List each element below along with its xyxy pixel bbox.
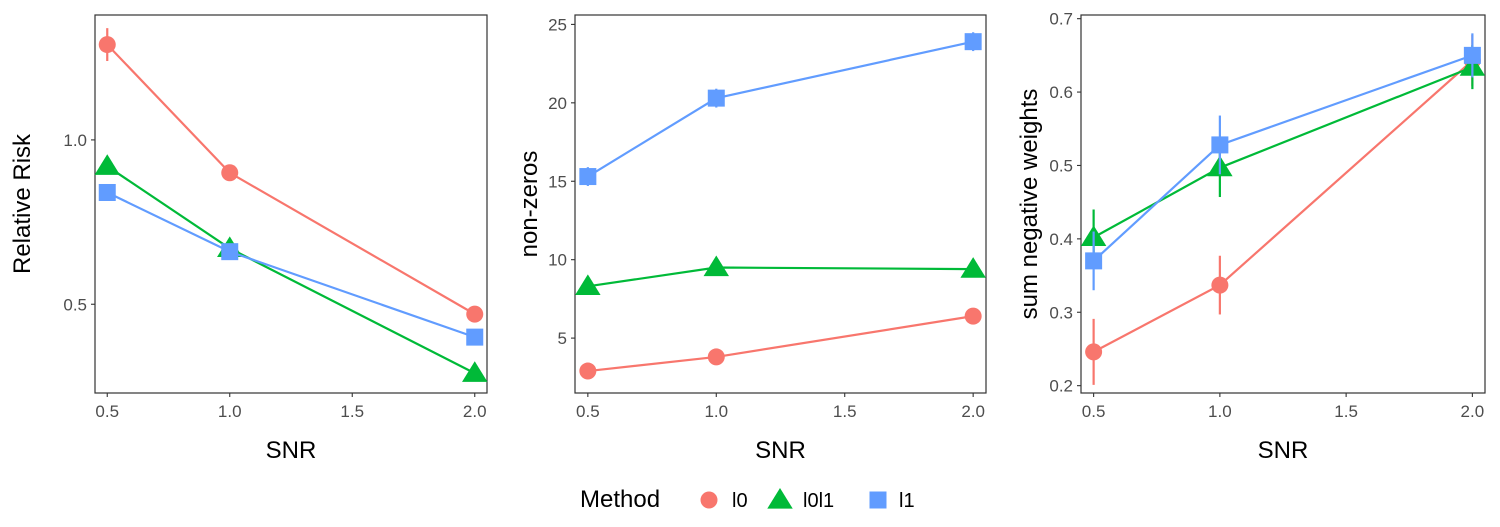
y-tick-label: 25 bbox=[548, 15, 567, 34]
y-tick-label: 0.2 bbox=[1049, 377, 1073, 396]
y-tick-label: 0.5 bbox=[63, 295, 87, 314]
data-point-l1 bbox=[1211, 136, 1229, 154]
series-line-l1 bbox=[587, 40, 974, 178]
data-point-l1 bbox=[1085, 252, 1103, 270]
y-tick-label: 0.7 bbox=[1049, 10, 1073, 29]
data-point-l0l1 bbox=[703, 255, 730, 277]
series-l0l1 bbox=[575, 255, 986, 295]
x-tick-label: 1.5 bbox=[340, 402, 364, 421]
data-point-l1 bbox=[98, 183, 116, 201]
series-l0 bbox=[1085, 34, 1481, 385]
series-l0 bbox=[579, 307, 982, 380]
x-tick-label: 2.0 bbox=[463, 402, 487, 421]
x-tick-label: 1.0 bbox=[704, 402, 728, 421]
x-tick-label: 0.5 bbox=[576, 402, 600, 421]
y-tick-label: 5 bbox=[558, 329, 567, 348]
y-tick-label: 1.0 bbox=[63, 131, 87, 150]
legend: Method l0 l0l1 l1 bbox=[580, 486, 915, 513]
y-tick-label: 0.5 bbox=[1049, 156, 1073, 175]
panel-border bbox=[574, 14, 987, 394]
x-tick-label: 1.5 bbox=[833, 402, 857, 421]
y-tick-label: 0.6 bbox=[1049, 83, 1073, 102]
y-tick-label: 15 bbox=[548, 172, 567, 191]
legend-items: l0 l0l1 l1 bbox=[700, 488, 915, 512]
x-axis-title: SNR bbox=[266, 437, 317, 464]
series-l1 bbox=[1085, 33, 1481, 291]
data-point-l0 bbox=[98, 36, 116, 54]
x-tick-label: 2.0 bbox=[961, 402, 985, 421]
legend-item-l0l1: l0l1 bbox=[767, 488, 834, 512]
x-tick-label: 1.0 bbox=[218, 402, 242, 421]
x-tick-label: 2.0 bbox=[1461, 402, 1485, 421]
legend-key-l1 bbox=[869, 491, 887, 509]
data-point-l0 bbox=[221, 164, 239, 182]
data-point-l0 bbox=[579, 362, 597, 380]
y-axis-title: non-zeros bbox=[516, 151, 543, 258]
legend-item-l0: l0 bbox=[700, 490, 748, 512]
x-tick-label: 0.5 bbox=[1082, 402, 1106, 421]
panel-2: 5 10 15 20 25 0.5 1.0 1.5 2.0 SNR non-zeros bbox=[516, 14, 987, 464]
x-tick-label: 0.5 bbox=[95, 402, 119, 421]
series-l0l1 bbox=[94, 154, 488, 382]
data-point-l1 bbox=[466, 328, 484, 346]
series-line-l1 bbox=[106, 191, 476, 339]
x-axis-title: SNR bbox=[1258, 437, 1309, 464]
series-l1 bbox=[579, 32, 982, 186]
data-point-l0l1 bbox=[94, 154, 120, 175]
data-point-l0l1 bbox=[960, 257, 986, 278]
data-point-l0 bbox=[1211, 276, 1229, 294]
data-point-l1 bbox=[707, 89, 725, 107]
data-point-l0l1 bbox=[462, 361, 488, 382]
y-tick-label: 0.4 bbox=[1049, 230, 1073, 249]
y-axis-title: Relative Risk bbox=[9, 133, 36, 274]
legend-label-l0: l0 bbox=[732, 490, 748, 512]
data-point-l1 bbox=[964, 33, 982, 51]
series-line-l0 bbox=[587, 315, 974, 373]
series-l0l1 bbox=[1080, 45, 1486, 266]
series-l1 bbox=[98, 183, 484, 346]
x-tick-label: 1.5 bbox=[1334, 402, 1358, 421]
y-tick-label: 0.3 bbox=[1049, 303, 1073, 322]
x-tick-label: 1.0 bbox=[1208, 402, 1232, 421]
panel-3: 0.2 0.3 0.4 0.5 0.6 0.7 0.5 1.0 1.5 2.0 SNR sum neg… bbox=[1016, 10, 1486, 464]
series-line-l0l1 bbox=[106, 165, 476, 375]
legend-item-l1: l1 bbox=[869, 490, 915, 512]
data-point-l0 bbox=[707, 348, 725, 366]
data-point-l1 bbox=[221, 243, 239, 261]
series-l0 bbox=[98, 28, 484, 323]
legend-title: Method bbox=[580, 486, 660, 513]
legend-key-l0 bbox=[700, 491, 718, 509]
data-point-l1 bbox=[579, 168, 597, 186]
y-tick-label: 10 bbox=[548, 251, 567, 270]
legend-label-l1: l1 bbox=[899, 490, 915, 512]
y-tick-label: 20 bbox=[548, 94, 567, 113]
panel-1: 0.5 1.0 0.5 1.0 1.5 2.0 SNR Relative Risk bbox=[9, 14, 488, 464]
data-point-l1 bbox=[1463, 46, 1481, 64]
panel-border bbox=[1080, 14, 1486, 394]
series-line-l0l1 bbox=[1093, 66, 1473, 239]
legend-key-l0l1 bbox=[767, 488, 793, 509]
x-axis-title: SNR bbox=[755, 437, 806, 464]
y-axis-title: sum negative weights bbox=[1016, 89, 1043, 320]
data-point-l0 bbox=[466, 305, 484, 323]
data-point-l0 bbox=[1085, 343, 1103, 361]
legend-label-l0l1: l0l1 bbox=[803, 490, 834, 512]
series-line-l0l1 bbox=[587, 266, 974, 288]
panel-border bbox=[94, 14, 488, 394]
data-point-l0 bbox=[964, 307, 982, 325]
data-point-l0l1 bbox=[575, 274, 601, 295]
